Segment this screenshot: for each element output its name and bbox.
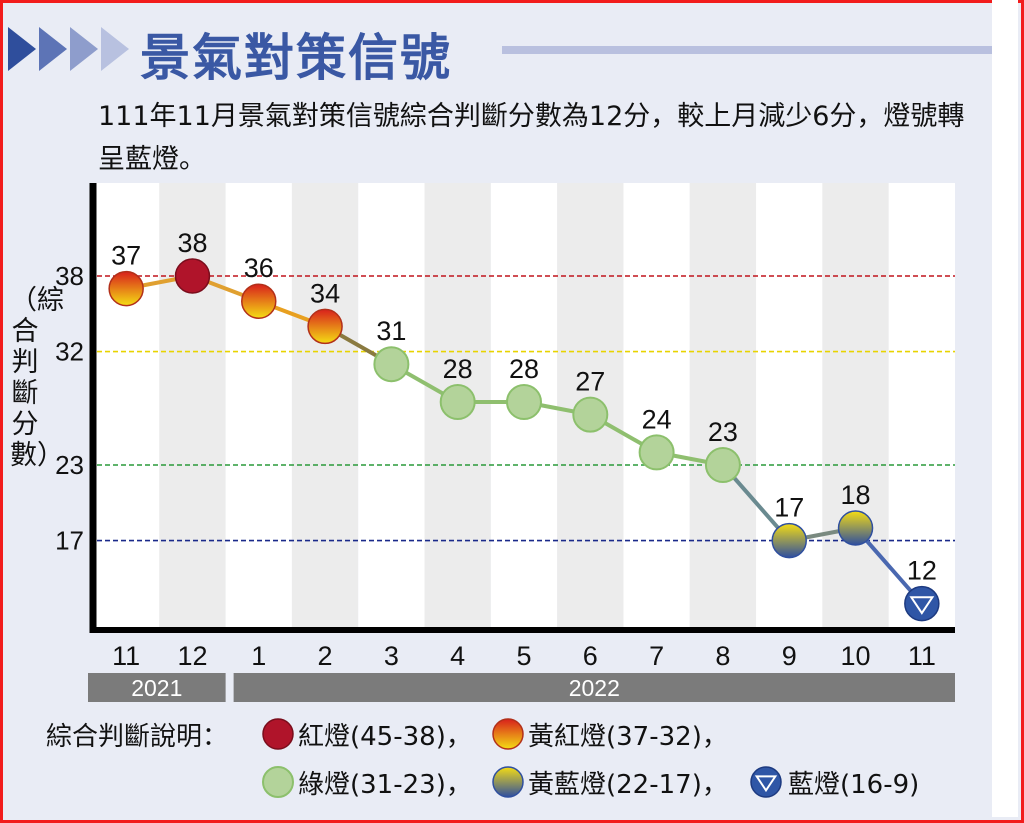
data-point [307, 308, 343, 345]
data-point [439, 384, 476, 420]
x-tick-label: 7 [649, 641, 664, 671]
x-tick-label: 5 [516, 641, 531, 671]
y-tick-label: 38 [55, 261, 84, 291]
year-bar [88, 673, 226, 702]
y-tick-label: 23 [55, 450, 84, 480]
data-point [241, 283, 277, 319]
column-band [93, 183, 160, 630]
data-point [572, 396, 609, 433]
x-tick-label: 8 [715, 641, 730, 671]
column-band [358, 183, 425, 630]
data-point [904, 585, 940, 622]
x-tick-label: 9 [782, 641, 797, 671]
column-band [623, 183, 690, 630]
data-label: 34 [310, 278, 340, 308]
data-label: 27 [575, 367, 605, 397]
data-point [771, 522, 807, 559]
legend-marker-icon [750, 766, 782, 798]
data-point [837, 510, 874, 546]
data-point [506, 384, 542, 420]
data-label: 12 [907, 556, 937, 586]
column-band [689, 183, 757, 630]
data-label: 24 [642, 404, 672, 434]
triangle-icon [909, 596, 935, 615]
data-point [174, 258, 211, 294]
legend-item-yellow-blue: 黃藍燈(22-17)， [528, 770, 728, 800]
legend-marker-icon [262, 766, 294, 798]
x-tick-label: 4 [450, 641, 465, 671]
legend-item-red: 紅燈(45-38)， [298, 722, 472, 752]
chart-title: 景氣對策信號 [140, 29, 452, 87]
data-point [638, 434, 675, 471]
column-band [159, 183, 226, 630]
data-label: 38 [177, 228, 207, 258]
data-label: 31 [376, 316, 406, 346]
data-label: 36 [244, 253, 274, 283]
column-band [888, 183, 955, 630]
year-label: 2022 [569, 675, 620, 701]
legend-item-yellow-red: 黃紅燈(37-32)， [528, 722, 728, 752]
x-tick-label: 3 [384, 641, 399, 671]
legend-item-blue: 藍燈(16-9) [788, 770, 920, 800]
x-tick-label: 11 [908, 641, 936, 671]
year-bar [233, 673, 956, 702]
legend-marker-icon [492, 718, 524, 750]
data-point [704, 447, 741, 483]
arrow-decoration-icon [8, 27, 129, 71]
legend-marker-icon [262, 718, 294, 750]
column-band [822, 183, 889, 630]
column-band [225, 183, 292, 630]
data-label: 23 [708, 417, 738, 447]
title-underline [502, 46, 992, 54]
data-label: 18 [841, 480, 871, 510]
x-tick-label: 10 [841, 641, 871, 671]
column-band [756, 183, 823, 630]
data-point [373, 346, 410, 383]
x-tick-label: 11 [112, 641, 140, 671]
x-tick-label: 12 [177, 641, 207, 671]
y-tick-label: 17 [55, 526, 84, 556]
year-label: 2021 [131, 675, 182, 701]
x-tick-label: 1 [251, 641, 266, 671]
x-tick-label: 6 [583, 641, 598, 671]
y-tick-label: 32 [55, 337, 84, 367]
column-band [291, 183, 359, 630]
legend-marker-icon [492, 766, 524, 798]
data-point [108, 270, 144, 307]
data-label: 28 [443, 354, 473, 384]
data-label: 17 [774, 493, 804, 523]
data-label: 28 [509, 354, 539, 384]
legend-item-green: 綠燈(31-23)， [298, 770, 472, 800]
x-tick-label: 2 [318, 641, 333, 671]
data-label: 37 [111, 241, 141, 271]
legend-title: 綜合判斷說明： [46, 722, 229, 752]
chart-subtitle: 111年11月景氣對策信號綜合判斷分數為12分，較上月減少6分，燈號轉呈藍燈。 [98, 101, 965, 175]
triangle-icon [754, 775, 778, 793]
right-margin [992, 0, 1018, 817]
